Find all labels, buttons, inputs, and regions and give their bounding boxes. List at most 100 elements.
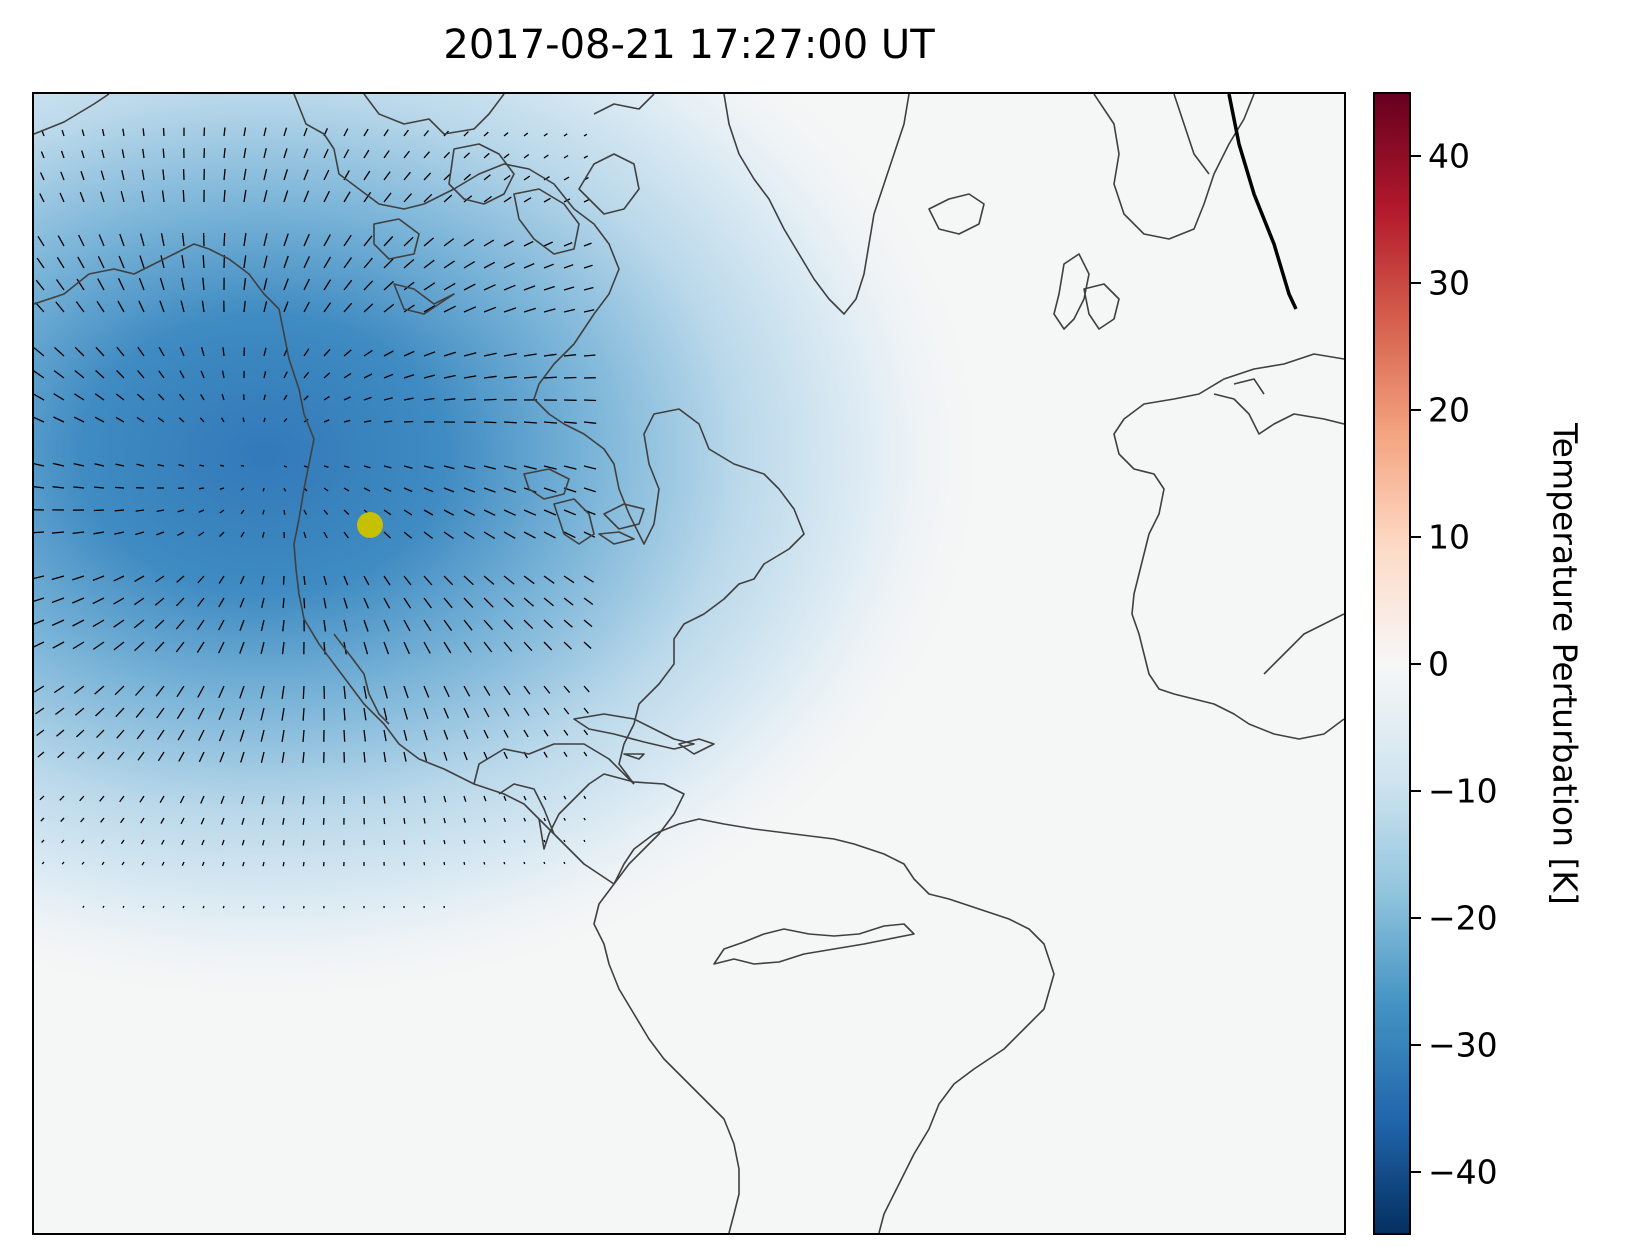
- wind-vector: [141, 861, 145, 866]
- wind-vector: [74, 369, 85, 379]
- wind-vector: [443, 685, 450, 698]
- wind-vector: [563, 795, 567, 800]
- wind-vector: [503, 575, 515, 585]
- wind-vector: [503, 132, 509, 137]
- wind-vector: [403, 129, 409, 137]
- colorbar-tick-label: −30: [1428, 1025, 1498, 1064]
- wind-vector: [136, 729, 145, 740]
- wind-vector: [503, 240, 514, 247]
- wind-vector: [94, 685, 105, 695]
- wind-vector: [363, 170, 371, 181]
- wind-vector: [283, 465, 288, 468]
- wind-vector: [323, 169, 330, 181]
- wind-vector: [443, 151, 450, 159]
- wind-vector: [142, 128, 145, 137]
- wind-vector: [94, 486, 105, 489]
- wind-vector: [99, 795, 105, 802]
- wind-vector: [303, 190, 310, 203]
- wind-vector: [363, 685, 368, 699]
- wind-vector: [423, 641, 431, 654]
- wind-vector: [503, 307, 517, 313]
- wind-vector: [135, 685, 145, 696]
- wind-vector: [34, 463, 45, 467]
- wind-vector: [302, 839, 305, 846]
- wind-vector: [343, 149, 350, 159]
- wind-vector: [583, 198, 590, 203]
- wind-vector: [543, 641, 553, 651]
- wind-vector: [323, 234, 331, 247]
- wind-vector: [55, 301, 65, 313]
- wind-vector: [523, 531, 536, 539]
- wind-vector: [162, 148, 165, 159]
- wind-vector: [282, 597, 285, 609]
- wind-vector: [423, 487, 434, 493]
- wind-vector: [283, 169, 289, 181]
- wind-vector: [117, 751, 125, 761]
- wind-vector: [283, 371, 288, 379]
- wind-vector: [563, 575, 575, 584]
- wind-vector: [563, 861, 566, 865]
- wind-vector: [403, 575, 412, 586]
- wind-vector: [363, 641, 369, 655]
- wind-vector: [423, 619, 432, 632]
- wind-vector: [113, 641, 125, 651]
- wind-vector: [583, 155, 589, 159]
- wind-vector: [363, 280, 374, 291]
- wind-vector: [121, 149, 125, 159]
- wind-vector: [34, 347, 45, 357]
- wind-vector: [114, 531, 125, 535]
- wind-vector: [383, 729, 387, 742]
- wind-vector: [543, 421, 557, 424]
- wind-vector: [583, 641, 592, 649]
- wind-vector: [303, 371, 310, 379]
- wind-vector: [503, 421, 517, 424]
- wind-vector: [52, 462, 65, 467]
- wind-vector: [523, 263, 535, 269]
- wind-vector: [198, 729, 205, 741]
- wind-vector: [120, 190, 125, 203]
- wind-vector: [218, 729, 225, 742]
- wind-vector: [503, 196, 512, 203]
- wind-vector: [40, 151, 45, 159]
- wind-vector: [423, 839, 426, 845]
- wind-vector: [303, 278, 310, 291]
- wind-vector: [281, 751, 285, 764]
- wind-vector: [463, 173, 472, 181]
- wind-vector: [503, 641, 513, 652]
- wind-vector: [343, 279, 353, 291]
- wind-vector: [281, 641, 285, 655]
- wind-vector: [463, 375, 477, 379]
- wind-vector: [523, 353, 537, 357]
- wind-vector: [239, 619, 245, 631]
- wind-vector: [583, 707, 589, 714]
- wind-vector: [97, 751, 105, 760]
- wind-vector: [57, 751, 65, 759]
- wind-vector: [463, 195, 473, 203]
- map-panel: [32, 92, 1346, 1235]
- wind-vector: [583, 531, 596, 538]
- wind-vector: [218, 575, 225, 584]
- wind-vector: [403, 751, 407, 762]
- wind-vector: [116, 729, 125, 739]
- wind-vector: [243, 189, 247, 203]
- wind-vector: [115, 393, 125, 401]
- wind-vector: [543, 707, 550, 716]
- wind-vector: [95, 707, 105, 717]
- wind-vector: [302, 729, 305, 743]
- wind-vector: [363, 149, 370, 159]
- wind-vector: [563, 817, 566, 821]
- wind-vector: [423, 685, 430, 698]
- wind-vector: [523, 509, 537, 516]
- wind-vector: [34, 575, 45, 580]
- wind-vector: [159, 300, 165, 313]
- wind-vector: [523, 817, 527, 822]
- wind-vector: [523, 575, 535, 585]
- wind-vector: [72, 597, 85, 604]
- wind-vector: [463, 131, 469, 137]
- wind-vector: [201, 861, 205, 867]
- wind-vector: [92, 619, 105, 628]
- wind-vector-field: [34, 127, 597, 909]
- wind-vector: [463, 261, 476, 269]
- wind-vector: [221, 861, 225, 867]
- wind-vector: [323, 575, 328, 586]
